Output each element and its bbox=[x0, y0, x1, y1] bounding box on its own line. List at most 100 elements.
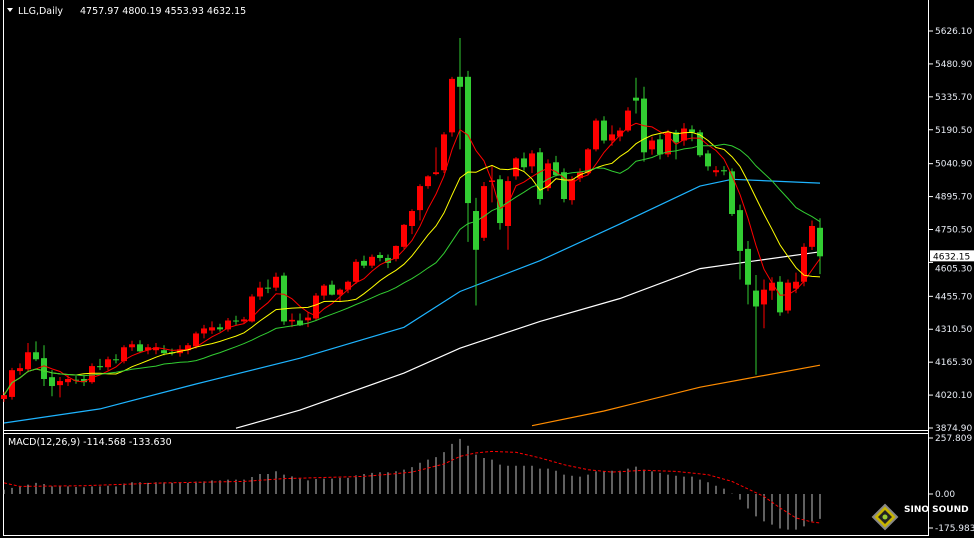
candle-body bbox=[217, 327, 223, 330]
candle-body bbox=[161, 350, 167, 354]
candle-down bbox=[265, 279, 271, 294]
candle-up bbox=[401, 223, 407, 249]
candle-down bbox=[297, 313, 303, 326]
moving-average-line bbox=[3, 122, 821, 396]
candle-body bbox=[225, 320, 231, 330]
candle-body bbox=[633, 97, 639, 101]
candle-down bbox=[233, 315, 239, 325]
candle-up bbox=[353, 259, 359, 285]
candle-body bbox=[737, 210, 743, 251]
candle-down bbox=[465, 70, 471, 242]
candle-body bbox=[297, 320, 303, 326]
candle-down bbox=[753, 274, 759, 375]
candle-down bbox=[537, 148, 543, 205]
candle-body bbox=[801, 246, 807, 282]
candle-up bbox=[713, 166, 719, 177]
candle-body bbox=[513, 158, 519, 177]
price-tick-label: 4750.50 bbox=[935, 226, 972, 236]
candle-up bbox=[665, 129, 671, 158]
candle-body bbox=[777, 281, 783, 313]
candle-up bbox=[145, 344, 151, 355]
macd-panel bbox=[3, 438, 821, 530]
candle-up bbox=[153, 342, 159, 355]
candle-up bbox=[529, 150, 535, 173]
candle-up bbox=[449, 76, 455, 137]
candle-down bbox=[281, 272, 287, 325]
candle-down bbox=[217, 323, 223, 332]
candle-body bbox=[657, 139, 663, 155]
candle-down bbox=[705, 150, 711, 171]
macd-tick-label: -175.983 bbox=[935, 524, 974, 534]
candle-body bbox=[465, 76, 471, 204]
candle-down bbox=[689, 125, 695, 142]
candle-body bbox=[1, 395, 7, 399]
price-tick-label: 4895.70 bbox=[935, 193, 972, 203]
logo-text: SINO SOUND bbox=[904, 505, 969, 515]
candle-up bbox=[273, 272, 279, 291]
candles bbox=[1, 38, 823, 402]
candle-up bbox=[193, 331, 199, 349]
candle-body bbox=[441, 134, 447, 171]
candle-body bbox=[73, 379, 79, 381]
candle-down bbox=[633, 77, 639, 114]
candle-up bbox=[481, 182, 487, 241]
macd-label: MACD(12,26,9) -114.568 -133.630 bbox=[8, 437, 172, 448]
candle-body bbox=[345, 281, 351, 290]
price-tick-label: 5480.90 bbox=[935, 60, 972, 70]
candle-body bbox=[481, 186, 487, 238]
candle-up bbox=[593, 118, 599, 152]
moving-average-line bbox=[3, 143, 821, 396]
candle-down bbox=[657, 134, 663, 160]
long-moving-average-line bbox=[3, 178, 821, 424]
ohlc-readout: 4757.97 4800.19 4553.93 4632.15 bbox=[80, 6, 246, 17]
candle-body bbox=[233, 320, 239, 322]
symbol-label: LLG,Daily bbox=[18, 6, 63, 17]
candle-body bbox=[305, 317, 311, 321]
candle-body bbox=[193, 333, 199, 347]
macd-axis: 257.809 0.00 -175.983 bbox=[929, 434, 974, 534]
candle-up bbox=[305, 312, 311, 328]
macd-signal-line bbox=[3, 450, 821, 524]
candle-up bbox=[625, 107, 631, 133]
candle-up bbox=[393, 245, 399, 262]
candle-up bbox=[337, 288, 343, 303]
candle-up bbox=[25, 342, 31, 373]
candle-up bbox=[1, 391, 7, 402]
candle-down bbox=[161, 345, 167, 356]
candle-body bbox=[713, 170, 719, 173]
candle-body bbox=[369, 256, 375, 266]
candle-up bbox=[129, 340, 135, 351]
candle-body bbox=[793, 281, 799, 289]
candle-body bbox=[329, 284, 335, 295]
candle-body bbox=[529, 153, 535, 167]
macd-tick-label: 0.00 bbox=[935, 490, 955, 500]
candle-down bbox=[553, 155, 559, 177]
candle-up bbox=[9, 367, 15, 400]
candle-body bbox=[377, 255, 383, 258]
macd-tick-label: 257.809 bbox=[935, 434, 972, 444]
candle-body bbox=[457, 76, 463, 87]
candle-down bbox=[329, 280, 335, 296]
price-tick-label: 4020.10 bbox=[935, 391, 972, 401]
candle-up bbox=[417, 184, 423, 221]
candle-body bbox=[25, 352, 31, 370]
current-price-box bbox=[930, 250, 974, 262]
price-axis: 5626.10 5480.90 5335.70 5190.50 5040.90 4895.… bbox=[929, 27, 974, 434]
candle-up bbox=[617, 127, 623, 142]
candle-up bbox=[321, 284, 327, 300]
candle-up bbox=[225, 318, 231, 332]
candle-body bbox=[145, 347, 151, 351]
candle-body bbox=[537, 152, 543, 200]
candle-body bbox=[617, 130, 623, 137]
candle-body bbox=[313, 295, 319, 319]
candle-body bbox=[705, 153, 711, 167]
dropdown-triangle-icon[interactable] bbox=[7, 8, 13, 12]
candle-body bbox=[649, 140, 655, 150]
candle-body bbox=[697, 132, 703, 156]
candle-up bbox=[761, 279, 767, 329]
chart-frame bbox=[3, 0, 929, 536]
candle-up bbox=[425, 175, 431, 189]
candle-body bbox=[65, 379, 71, 383]
candle-down bbox=[777, 276, 783, 316]
